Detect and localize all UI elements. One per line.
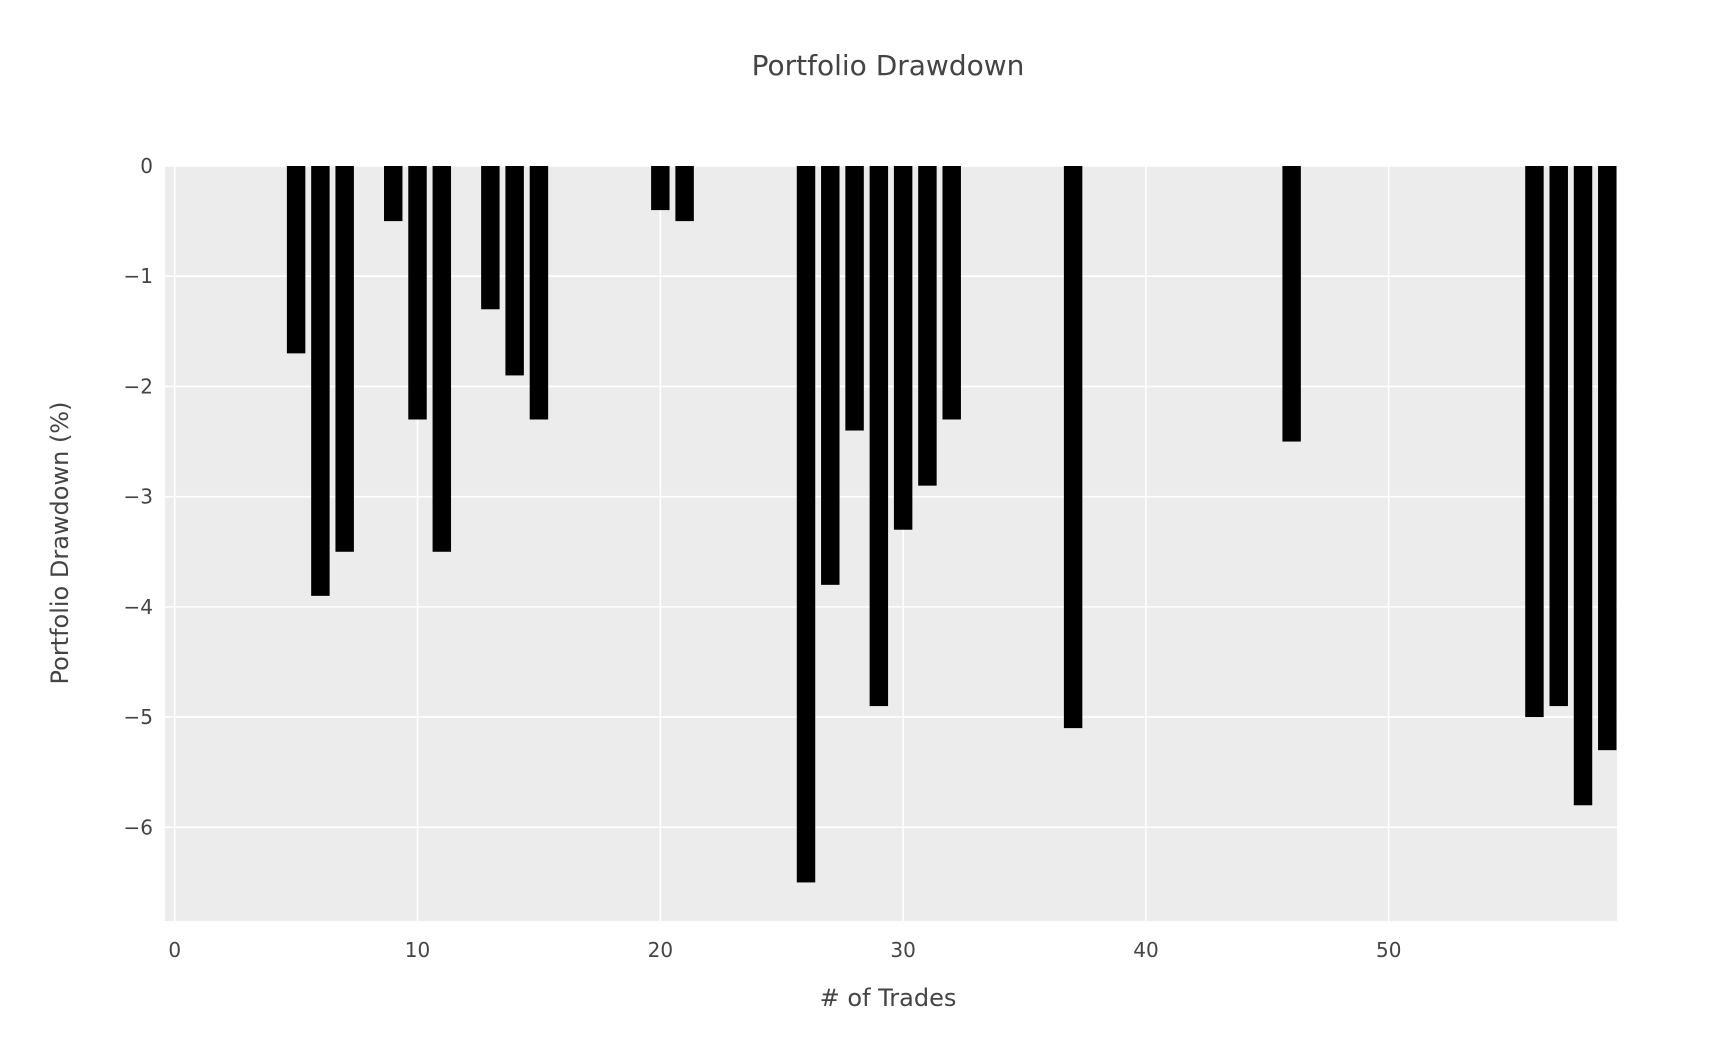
bar [869, 166, 889, 707]
bar [1282, 166, 1301, 442]
x-tick-label: 0 [168, 938, 181, 962]
x-tick-label: 40 [1133, 938, 1158, 962]
x-tick-label: 50 [1376, 938, 1401, 962]
bar [286, 166, 306, 354]
y-tick-label: −1 [124, 264, 153, 288]
bar [675, 166, 694, 222]
bar [821, 166, 840, 585]
y-tick-label: −2 [124, 374, 153, 398]
bar [845, 166, 864, 431]
x-tick-label: 30 [890, 938, 915, 962]
bar [408, 166, 427, 420]
bar [335, 166, 354, 552]
x-axis-title: # of Trades [820, 984, 957, 1012]
bar [311, 166, 330, 596]
y-tick-label: −4 [124, 595, 153, 619]
bar [1525, 166, 1544, 718]
y-axis-title: Portfolio Drawdown (%) [46, 402, 74, 685]
y-tick-label: −6 [124, 815, 153, 839]
bar [1573, 166, 1593, 806]
bar [1598, 166, 1617, 751]
bar [505, 166, 524, 376]
x-tick-label: 10 [405, 938, 430, 962]
y-tick-label: −3 [124, 485, 153, 509]
bars-group [286, 166, 1617, 883]
bar [651, 166, 670, 211]
y-tick-labels: 0 −1 −2 −3 −4 −5 −6 [124, 154, 153, 839]
bar [1063, 166, 1083, 729]
bar [481, 166, 500, 310]
plot-area [165, 166, 1617, 921]
y-gridlines [165, 165, 1617, 829]
bar [1549, 166, 1568, 707]
bar [893, 166, 913, 530]
y-tick-label: −5 [124, 705, 153, 729]
x-tick-labels: 0 10 20 30 40 50 [168, 938, 1401, 962]
bar [529, 166, 549, 420]
bar [384, 166, 403, 222]
bar [942, 166, 961, 420]
y-tick-label: 0 [140, 154, 153, 178]
bar [918, 166, 937, 486]
bar [796, 166, 816, 883]
x-tick-label: 20 [648, 938, 673, 962]
bar [432, 166, 452, 552]
chart-title: Portfolio Drawdown [752, 49, 1025, 82]
